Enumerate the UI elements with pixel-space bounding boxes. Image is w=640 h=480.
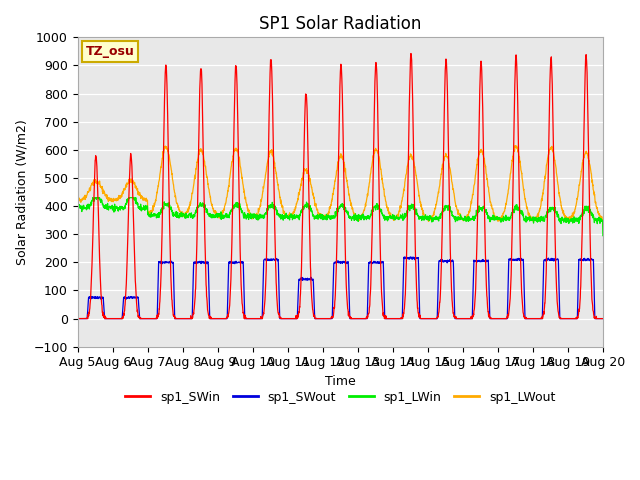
sp1_LWin bbox=[221, 213, 228, 218]
sp1_SWout bbox=[568, 316, 575, 322]
sp1_SWin bbox=[355, 316, 363, 322]
sp1_LWin bbox=[74, 204, 81, 209]
sp1_LWout bbox=[220, 207, 228, 213]
sp1_SWout bbox=[367, 260, 374, 265]
Text: TZ_osu: TZ_osu bbox=[86, 45, 134, 58]
sp1_LWout bbox=[511, 143, 519, 148]
Line: sp1_SWout: sp1_SWout bbox=[77, 257, 603, 319]
sp1_LWout bbox=[355, 216, 363, 222]
sp1_SWout bbox=[406, 254, 414, 260]
sp1_LWin bbox=[568, 216, 575, 222]
sp1_LWout bbox=[599, 223, 607, 228]
sp1_SWout bbox=[355, 316, 363, 322]
sp1_SWin bbox=[568, 316, 575, 322]
sp1_SWout bbox=[599, 316, 607, 322]
sp1_LWin bbox=[91, 195, 99, 201]
sp1_SWin bbox=[220, 316, 228, 322]
sp1_LWin bbox=[599, 233, 607, 239]
sp1_LWout bbox=[568, 213, 575, 219]
Line: sp1_LWin: sp1_LWin bbox=[77, 198, 603, 236]
sp1_SWout bbox=[553, 257, 561, 263]
sp1_LWin bbox=[367, 213, 374, 219]
sp1_LWout bbox=[367, 171, 374, 177]
X-axis label: Time: Time bbox=[325, 375, 356, 388]
sp1_LWin bbox=[493, 217, 500, 223]
sp1_LWin bbox=[553, 211, 561, 217]
sp1_LWout bbox=[74, 196, 81, 202]
sp1_SWout bbox=[493, 316, 500, 322]
Line: sp1_LWout: sp1_LWout bbox=[77, 145, 603, 226]
sp1_LWout bbox=[553, 171, 561, 177]
Legend: sp1_SWin, sp1_SWout, sp1_LWin, sp1_LWout: sp1_SWin, sp1_SWout, sp1_LWin, sp1_LWout bbox=[120, 385, 561, 408]
sp1_SWin bbox=[599, 316, 607, 322]
sp1_SWin bbox=[553, 288, 561, 294]
Line: sp1_SWin: sp1_SWin bbox=[77, 53, 603, 319]
sp1_SWin bbox=[407, 50, 415, 56]
sp1_SWout bbox=[74, 316, 81, 322]
Y-axis label: Solar Radiation (W/m2): Solar Radiation (W/m2) bbox=[15, 119, 28, 265]
sp1_SWin bbox=[74, 316, 81, 322]
sp1_LWout bbox=[493, 215, 500, 221]
sp1_SWin bbox=[367, 288, 374, 293]
sp1_SWin bbox=[493, 316, 500, 322]
sp1_LWin bbox=[356, 215, 364, 221]
sp1_SWout bbox=[220, 316, 228, 322]
Title: SP1 Solar Radiation: SP1 Solar Radiation bbox=[259, 15, 422, 33]
